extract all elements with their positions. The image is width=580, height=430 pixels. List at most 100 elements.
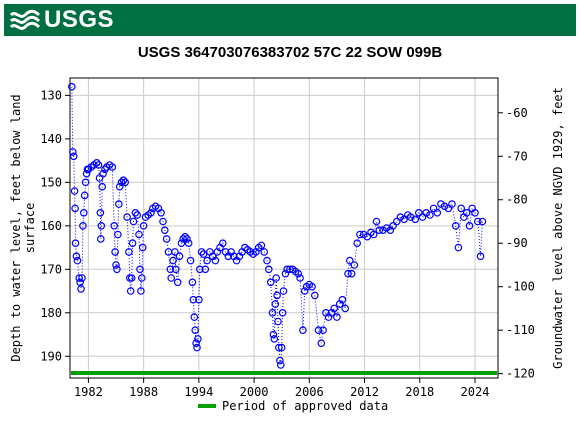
data-point [465,222,474,230]
data-point [353,239,362,248]
x-tick-label: 2000 [240,385,269,399]
y-left-tick-label: 170 [40,262,62,276]
data-point [444,204,453,213]
data-point [414,209,423,217]
data-point [92,159,101,167]
data-point [80,209,88,217]
data-point [117,178,126,187]
data-point [369,230,378,239]
data-point [172,265,180,274]
data-point [426,211,434,219]
data-point [448,200,456,208]
data-point [112,261,120,269]
data-point [128,239,137,248]
data-point [314,326,323,335]
x-tick-label: 2024 [461,385,490,399]
x-tick-label: 2018 [405,385,434,399]
data-point [275,343,283,352]
data-point [188,278,197,287]
data-point [175,252,184,261]
data-point [201,265,210,274]
data-point [115,200,123,208]
data-point [451,222,460,230]
usgs-banner: USGS [4,4,576,36]
y-left-axis-label-line2: surface [23,203,37,254]
y-right-tick-label: -60 [506,106,528,120]
data-point [114,230,122,239]
data-point [283,265,292,274]
data-point [183,235,191,243]
data-point [257,241,266,250]
y-left-tick-label: 160 [40,219,62,233]
data-point [476,252,485,261]
data-point [136,265,144,274]
y-right-tick-label: -80 [506,193,528,207]
data-point [177,239,186,248]
data-point [457,204,466,213]
data-point [99,169,107,178]
data-point [166,265,175,274]
data-point [471,209,479,217]
data-point [77,285,85,293]
data-point [95,174,104,182]
data-point [330,304,339,313]
data-point [123,213,131,221]
data-point [190,313,199,321]
data-point [308,282,316,291]
data-point [454,243,463,252]
data-point [73,256,82,265]
data-point [197,248,206,256]
y-left-tick-label: 150 [40,175,62,189]
data-point [294,269,303,278]
data-point [341,304,350,313]
data-point [194,335,202,343]
data-point [274,317,282,326]
x-tick-label: 2012 [350,385,379,399]
data-point [69,152,78,161]
data-point [277,343,286,352]
logo-text: USGS [44,6,115,33]
data-point [299,326,307,335]
data-point [462,209,471,217]
y-right-tick-label: -70 [506,149,528,163]
data-point [276,356,284,365]
data-point [97,222,106,230]
data-point [189,295,198,304]
data-point [72,252,81,261]
data-point [473,217,482,226]
data-point [211,256,220,265]
data-point [379,226,387,235]
data-point [278,308,287,317]
data-point [400,215,408,224]
data-point [98,182,107,191]
data-point [310,291,319,300]
data-point [296,274,304,282]
data-point [273,291,281,300]
data-point [127,274,136,282]
data-point [345,256,354,265]
data-point [271,300,280,308]
data-point [356,230,364,239]
data-point [478,217,487,226]
data-point [108,163,117,171]
data-point [131,209,140,217]
data-point [71,204,79,213]
usgs-wave-icon [10,9,40,30]
legend-label: Period of approved data [222,399,388,413]
data-point [317,339,326,348]
data-point [119,176,128,185]
x-tick-label: 2006 [295,385,324,399]
data-point [138,243,147,252]
data-point [70,187,79,195]
data-point [263,256,271,265]
data-point [126,287,135,295]
usgs-logo[interactable]: USGS [10,6,115,33]
data-point [133,211,142,219]
data-point [359,230,368,239]
data-point [81,178,90,187]
data-point [270,335,279,343]
data-point [266,278,275,287]
data-point [179,235,188,243]
data-point [396,213,405,221]
y-left-axis-label-line1: Depth to water level, feet below land [9,94,23,361]
